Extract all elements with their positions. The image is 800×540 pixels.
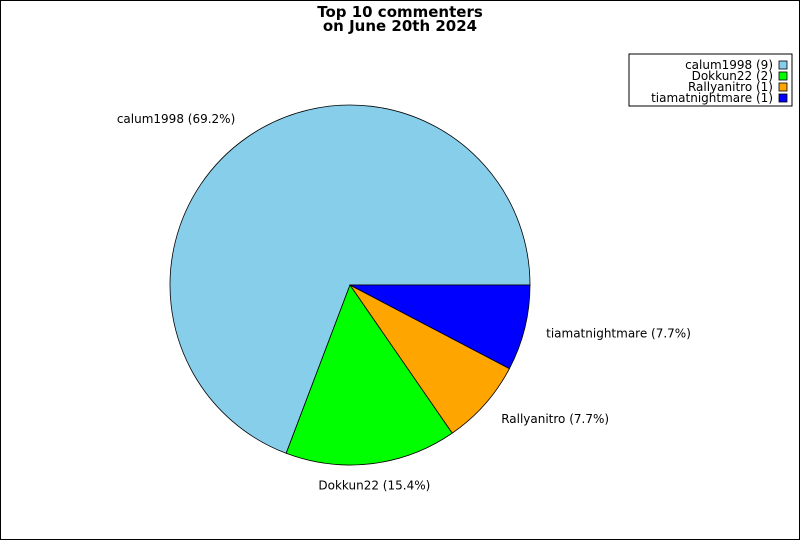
chart-title-line-2: on June 20th 2024 [323,17,477,35]
legend-swatch-calum1998 [778,60,788,70]
slice-label-tiamatnightmare: tiamatnightmare (7.7%) [546,326,691,340]
slice-label-dokkun22: Dokkun22 (15.4%) [318,479,430,493]
chart-title-line-1: Top 10 commenters [317,3,483,21]
legend: calum1998 (9)Dokkun22 (2)Rallyanitro (1)… [628,53,793,107]
slice-label-calum1998: calum1998 (69.2%) [117,112,235,126]
pie-slice-tiamatnightmare [349,284,531,370]
legend-label-dokkun22: Dokkun22 (2) [692,69,773,83]
legend-label-tiamatnightmare: tiamatnightmare (1) [651,91,773,105]
legend-label-calum1998: calum1998 (9) [685,58,773,72]
pie-slice-dokkun22 [285,284,453,466]
legend-swatch-dokkun22 [778,71,788,81]
legend-box [628,53,793,107]
legend-swatch-tiamatnightmare [778,93,788,103]
pie-slice-calum1998 [169,104,531,454]
legend-label-rallyanitro: Rallyanitro (1) [688,80,773,94]
slice-label-rallyanitro: Rallyanitro (7.7%) [501,412,609,426]
legend-swatch-rallyanitro [778,82,788,92]
